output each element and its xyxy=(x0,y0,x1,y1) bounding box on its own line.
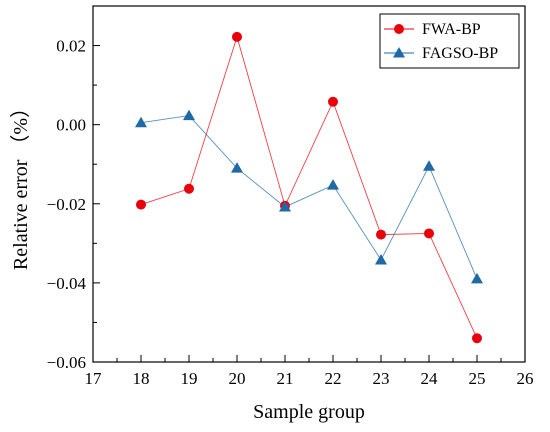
y-tick-label: −0.02 xyxy=(47,195,86,214)
data-point xyxy=(327,179,339,190)
x-axis-title: Sample group xyxy=(253,401,365,423)
data-point xyxy=(424,228,434,239)
series-fwa-bp xyxy=(136,31,482,344)
legend-marker xyxy=(394,24,404,34)
data-point xyxy=(279,200,291,212)
data-point xyxy=(136,199,146,210)
y-axis-title: Relative error （%） xyxy=(9,98,32,270)
y-tick-label: 0.00 xyxy=(56,116,86,135)
x-tick-label: 20 xyxy=(229,369,246,388)
data-point xyxy=(231,162,243,173)
legend-box xyxy=(379,13,520,69)
data-point xyxy=(183,109,195,121)
x-tick-label: 18 xyxy=(133,369,150,388)
data-point xyxy=(135,116,147,128)
data-point xyxy=(328,96,338,107)
y-tick-label: −0.06 xyxy=(47,353,86,372)
x-tick-label: 22 xyxy=(325,369,342,388)
series-layer xyxy=(135,31,483,344)
x-tick-label: 25 xyxy=(469,369,486,388)
data-point xyxy=(232,31,242,42)
data-point xyxy=(184,183,194,194)
data-point xyxy=(472,333,482,344)
data-point xyxy=(375,253,387,265)
legend-label: FWA-BP xyxy=(422,21,481,38)
legend: FWA-BP FAGSO-BP xyxy=(379,13,520,69)
x-tick-label: 17 xyxy=(85,369,103,388)
data-point xyxy=(471,272,483,284)
series-line xyxy=(140,35,478,339)
x-tick-label: 26 xyxy=(517,369,534,388)
data-point xyxy=(376,229,386,240)
legend-label: FAGSO-BP xyxy=(422,45,498,62)
y-tick-label: −0.04 xyxy=(47,274,87,293)
ticks-layer: 17 18 19 20 21 22 23 24 25 26 −0.06 −0.04 −0.02 0.00 0… xyxy=(47,37,534,388)
series-line xyxy=(140,115,478,280)
x-tick-label: 21 xyxy=(277,369,294,388)
y-tick-label: 0.02 xyxy=(56,37,86,56)
data-point xyxy=(423,160,435,171)
legend-marker xyxy=(393,47,405,58)
x-tick-label: 24 xyxy=(421,369,439,388)
series-fagso-bp xyxy=(135,109,483,284)
x-tick-label: 23 xyxy=(373,369,390,388)
x-tick-label: 19 xyxy=(181,369,198,388)
